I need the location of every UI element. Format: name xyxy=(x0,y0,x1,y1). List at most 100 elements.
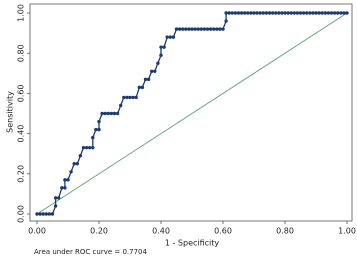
roc-point xyxy=(81,145,86,150)
roc-point xyxy=(258,11,262,15)
roc-point xyxy=(342,11,346,15)
roc-point xyxy=(267,11,272,15)
roc-point xyxy=(295,11,300,15)
roc-point xyxy=(122,95,126,100)
roc-point xyxy=(202,27,207,31)
roc-point xyxy=(332,11,337,15)
roc-point xyxy=(109,111,114,116)
roc-point xyxy=(181,27,185,31)
roc-point xyxy=(243,11,247,15)
roc-point xyxy=(261,11,265,15)
roc-point xyxy=(84,145,89,150)
y-tick-label: 0.80 xyxy=(17,44,26,62)
roc-point xyxy=(277,11,281,15)
roc-point xyxy=(224,19,228,23)
roc-point xyxy=(38,212,42,216)
roc-point xyxy=(339,11,343,15)
roc-point xyxy=(208,27,213,31)
roc-point xyxy=(153,69,157,73)
roc-point xyxy=(283,11,287,15)
roc-point xyxy=(227,11,231,15)
roc-point xyxy=(115,111,120,116)
roc-point xyxy=(317,11,321,15)
roc-point xyxy=(289,11,293,15)
roc-point xyxy=(246,11,250,15)
roc-point xyxy=(60,186,64,190)
roc-point xyxy=(236,11,241,15)
roc-point xyxy=(131,95,135,100)
roc-point xyxy=(146,77,151,82)
roc-point xyxy=(66,178,70,182)
roc-point xyxy=(140,85,145,90)
roc-point xyxy=(106,111,111,116)
roc-point xyxy=(301,11,306,15)
roc-point xyxy=(156,61,160,65)
roc-point xyxy=(97,127,101,132)
plot-frame xyxy=(29,3,353,222)
reference-line xyxy=(36,12,348,215)
roc-point xyxy=(91,135,95,140)
roc-point xyxy=(128,95,132,100)
roc-point xyxy=(171,35,176,39)
roc-point xyxy=(255,11,259,15)
roc-point xyxy=(174,27,179,31)
roc-point xyxy=(143,77,148,82)
roc-point xyxy=(78,154,83,158)
y-tick-label: 0.60 xyxy=(17,84,26,102)
roc-point xyxy=(35,212,39,216)
roc-point xyxy=(119,103,123,108)
roc-point xyxy=(345,11,349,15)
roc-point xyxy=(159,45,163,49)
roc-point xyxy=(165,35,169,39)
y-axis-label: Sensitivity xyxy=(6,91,15,133)
roc-point xyxy=(249,11,253,15)
roc-point xyxy=(292,11,296,15)
roc-point xyxy=(100,111,104,116)
x-tick-label: 0.80 xyxy=(276,227,294,236)
roc-point xyxy=(134,95,138,100)
roc-point xyxy=(205,27,210,31)
roc-point xyxy=(50,212,55,216)
roc-point xyxy=(270,11,275,15)
roc-point xyxy=(305,11,309,15)
roc-point xyxy=(212,27,216,31)
roc-point xyxy=(63,178,67,182)
y-tick-label: 0.00 xyxy=(17,205,26,223)
roc-point xyxy=(199,27,203,31)
roc-point xyxy=(159,53,163,57)
roc-point xyxy=(88,145,92,150)
x-tick-label: 0.40 xyxy=(152,227,170,236)
x-tick-label: 0.00 xyxy=(28,227,46,236)
roc-point xyxy=(187,27,191,31)
roc-point xyxy=(218,27,222,31)
roc-point xyxy=(47,212,52,216)
roc-point xyxy=(230,11,234,15)
x-axis-label: 1 - Specificity xyxy=(165,239,220,248)
roc-point xyxy=(298,11,303,15)
roc-point xyxy=(314,11,318,15)
roc-point xyxy=(252,11,256,15)
roc-point xyxy=(150,69,154,73)
roc-point xyxy=(326,11,331,15)
y-tick-label: 0.20 xyxy=(17,165,26,183)
roc-point xyxy=(137,85,141,90)
roc-point xyxy=(91,145,95,150)
roc-point xyxy=(329,11,334,15)
x-tick-label: 1.00 xyxy=(338,227,356,236)
roc-point xyxy=(311,11,315,15)
roc-point xyxy=(41,212,45,216)
roc-point xyxy=(177,27,182,31)
roc-point xyxy=(190,27,194,31)
roc-point xyxy=(112,111,117,116)
note: Area under ROC curve = 0.7704 xyxy=(34,248,148,256)
y-tick-label: 1.00 xyxy=(17,4,26,22)
roc-point xyxy=(286,11,290,15)
roc-point xyxy=(103,111,107,116)
roc-point xyxy=(323,11,327,15)
roc-point xyxy=(215,27,219,31)
roc-point xyxy=(320,11,324,15)
roc-point xyxy=(53,204,58,208)
roc-point xyxy=(280,11,284,15)
